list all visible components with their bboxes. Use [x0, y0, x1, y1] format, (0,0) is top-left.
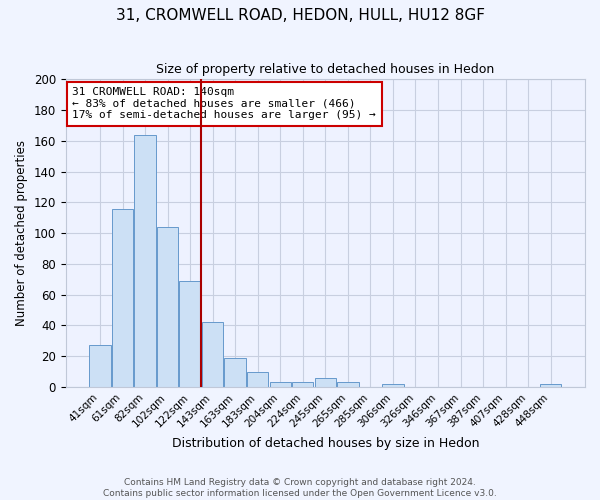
Text: Contains HM Land Registry data © Crown copyright and database right 2024.
Contai: Contains HM Land Registry data © Crown c… — [103, 478, 497, 498]
Bar — [224, 358, 246, 387]
Bar — [292, 382, 313, 387]
Bar — [269, 382, 291, 387]
Bar — [112, 208, 133, 387]
Bar — [337, 382, 359, 387]
Text: 31 CROMWELL ROAD: 140sqm
← 83% of detached houses are smaller (466)
17% of semi-: 31 CROMWELL ROAD: 140sqm ← 83% of detach… — [73, 87, 376, 120]
Text: 31, CROMWELL ROAD, HEDON, HULL, HU12 8GF: 31, CROMWELL ROAD, HEDON, HULL, HU12 8GF — [115, 8, 485, 22]
Bar — [134, 135, 156, 387]
Y-axis label: Number of detached properties: Number of detached properties — [15, 140, 28, 326]
Title: Size of property relative to detached houses in Hedon: Size of property relative to detached ho… — [156, 62, 494, 76]
Bar — [89, 346, 110, 387]
Bar — [247, 372, 268, 387]
Bar — [157, 227, 178, 387]
X-axis label: Distribution of detached houses by size in Hedon: Distribution of detached houses by size … — [172, 437, 479, 450]
Bar — [540, 384, 562, 387]
Bar — [314, 378, 336, 387]
Bar — [382, 384, 404, 387]
Bar — [179, 281, 201, 387]
Bar — [202, 322, 223, 387]
